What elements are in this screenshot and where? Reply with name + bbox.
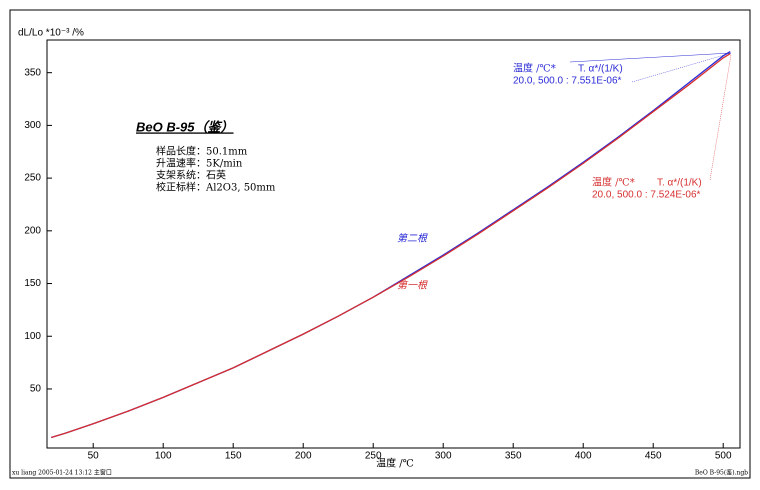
x-tick-label: 200: [295, 451, 312, 462]
x-axis-title: 温度 /℃: [376, 457, 414, 470]
y-tick-label: 150: [24, 278, 41, 289]
leader-line: [631, 52, 732, 83]
x-tick-label: 100: [155, 451, 172, 462]
y-tick-label: 300: [24, 120, 41, 131]
y-tick-label: 250: [24, 173, 41, 184]
y-tick-label: 50: [30, 384, 42, 395]
x-tick-label: 150: [225, 451, 242, 462]
series-label: 第一根: [397, 280, 428, 292]
annotation-header: T. α*/(1/K): [578, 64, 623, 75]
x-tick-label: 500: [715, 451, 732, 462]
sample-info: 校正标样：Al2O3, 50mm: [156, 181, 276, 194]
x-tick-label: 400: [575, 451, 592, 462]
y-tick-label: 100: [24, 331, 41, 342]
annotation-text: 20.0, 500.0 : 7.551E-06*: [513, 76, 622, 87]
sample-info: 支架系统：石英: [156, 169, 226, 182]
annotation-header: T. α*/(1/K): [657, 178, 702, 189]
x-tick-label: 300: [435, 451, 452, 462]
y-axis-title: dL/Lo *10⁻³ /%: [18, 28, 84, 39]
leader-line: [709, 54, 732, 181]
sample-info: 升温速率：5K/min: [156, 157, 243, 170]
series-line: [51, 53, 731, 439]
x-tick-label: 450: [645, 451, 662, 462]
series-line: [51, 51, 731, 439]
y-tick-label: 200: [24, 225, 41, 236]
annotation-text: 20.0, 500.0 : 7.524E-06*: [592, 190, 701, 201]
x-tick-label: 50: [88, 451, 100, 462]
annotation-header: 温度 /℃*: [513, 62, 556, 75]
x-tick-label: 250: [365, 451, 382, 462]
leader-line: [569, 52, 732, 63]
y-tick-label: 350: [24, 67, 41, 78]
annotation-header: 温度 /℃*: [592, 176, 635, 189]
footer-right: BeO B-95(鉴).ngb: [695, 469, 748, 477]
outer-frame: [9, 9, 751, 479]
sample-title: BeO B-95（鉴）: [136, 119, 234, 134]
plot-frame: [46, 39, 741, 449]
series-label: 第二根: [397, 233, 428, 245]
sample-info: 样品长度：50.1mm: [156, 145, 248, 158]
footer-left: xu liang 2005-01-24 13:12 主窗口: [12, 469, 112, 477]
x-tick-label: 350: [505, 451, 522, 462]
